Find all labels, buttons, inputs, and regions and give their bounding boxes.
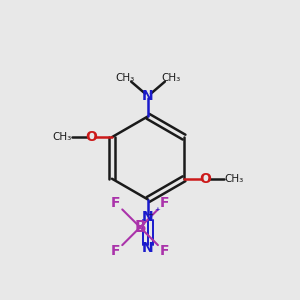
Text: CH₃: CH₃ bbox=[161, 73, 180, 83]
Text: ⁻: ⁻ bbox=[147, 212, 153, 222]
Text: CH₃: CH₃ bbox=[224, 174, 243, 184]
Text: N: N bbox=[142, 241, 154, 255]
Text: CH₃: CH₃ bbox=[116, 73, 135, 83]
Text: F: F bbox=[160, 196, 169, 210]
Text: N: N bbox=[142, 89, 154, 103]
Text: F: F bbox=[160, 244, 169, 258]
Text: ⁺: ⁺ bbox=[154, 207, 160, 218]
Text: F: F bbox=[111, 196, 121, 210]
Text: B: B bbox=[134, 220, 146, 235]
Text: O: O bbox=[85, 130, 97, 144]
Text: F: F bbox=[111, 244, 121, 258]
Text: N: N bbox=[142, 210, 154, 224]
Text: CH₃: CH₃ bbox=[53, 132, 72, 142]
Text: O: O bbox=[199, 172, 211, 186]
